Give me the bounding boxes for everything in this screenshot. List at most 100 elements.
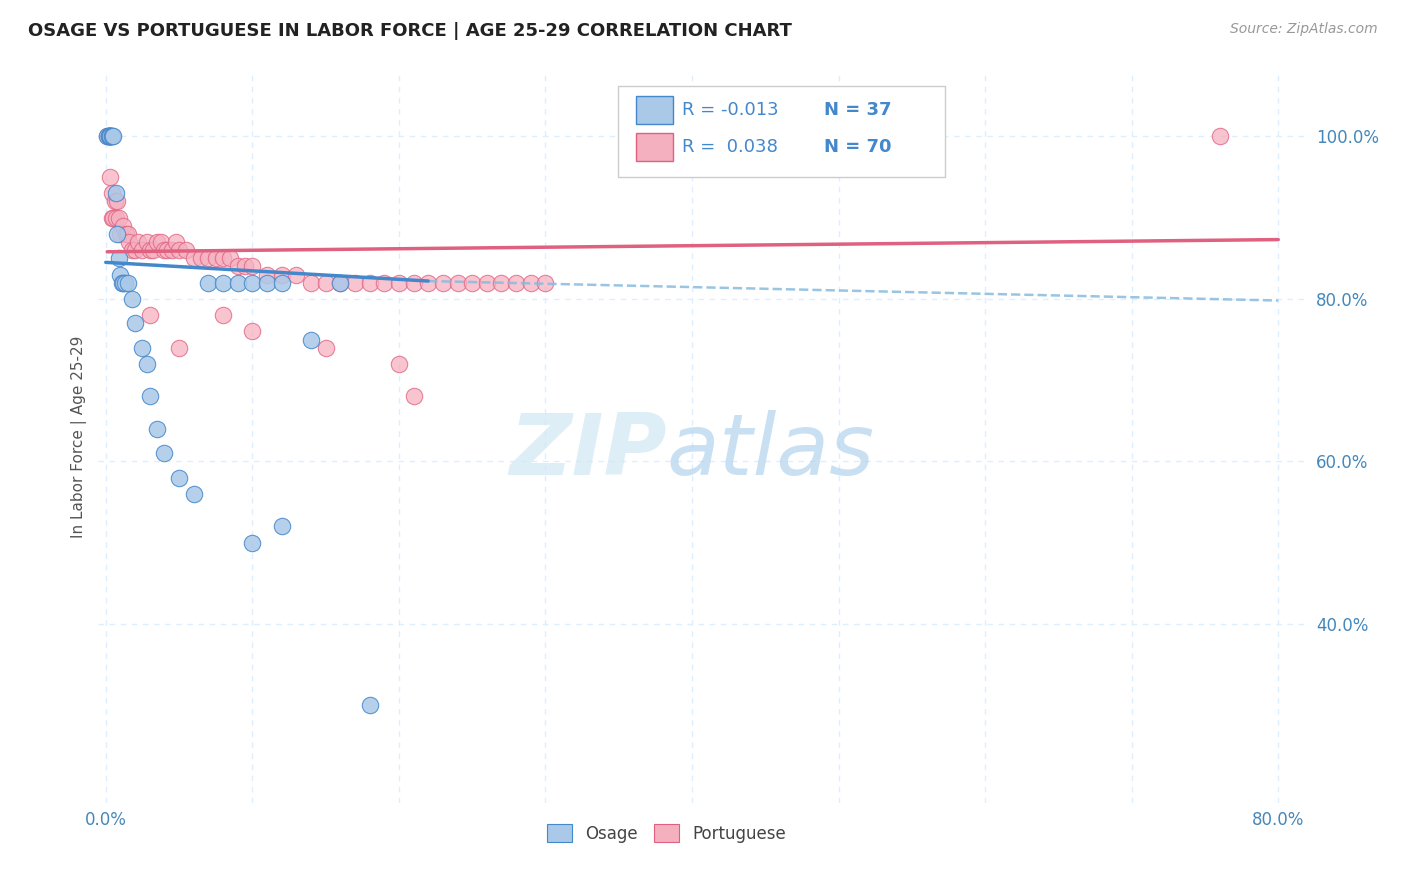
Point (97, 129, 120, 144)
Point (98, 129, 121, 144)
Point (100, 129, 122, 144)
Point (118, 235, 141, 249)
Point (299, 276, 322, 290)
Point (100, 129, 122, 144)
Point (256, 276, 278, 290)
Point (135, 357, 157, 371)
Point (138, 243, 160, 257)
Point (183, 252, 205, 266)
Point (127, 235, 149, 249)
Point (167, 471, 190, 485)
Point (156, 243, 179, 257)
Legend: Osage, Portuguese: Osage, Portuguese (540, 818, 793, 849)
Point (233, 260, 256, 274)
Point (150, 235, 173, 249)
Point (101, 211, 124, 225)
Point (142, 243, 165, 257)
Point (97, 129, 120, 144)
Point (167, 341, 190, 355)
Point (520, 276, 543, 290)
Point (108, 211, 131, 225)
Point (98, 129, 121, 144)
Point (112, 276, 135, 290)
Point (121, 292, 143, 306)
Point (96, 129, 118, 144)
Point (388, 357, 411, 371)
Point (112, 219, 135, 233)
Point (98, 129, 121, 144)
Point (97, 129, 120, 144)
Text: ZIP: ZIP (509, 410, 666, 493)
Point (212, 308, 235, 322)
Point (197, 276, 219, 290)
Point (270, 276, 292, 290)
Point (105, 186, 128, 201)
Point (100, 211, 122, 225)
Point (359, 698, 381, 713)
Point (160, 243, 183, 257)
Point (146, 422, 169, 436)
Point (183, 487, 205, 501)
Text: atlas: atlas (666, 410, 875, 493)
Point (212, 276, 235, 290)
Text: OSAGE VS PORTUGUESE IN LABOR FORCE | AGE 25-29 CORRELATION CHART: OSAGE VS PORTUGUESE IN LABOR FORCE | AGE… (28, 22, 792, 40)
Point (146, 235, 169, 249)
Point (432, 276, 454, 290)
Text: N = 70: N = 70 (824, 137, 891, 156)
Point (491, 276, 513, 290)
Point (534, 276, 557, 290)
Point (110, 227, 132, 241)
Point (107, 227, 129, 241)
Point (96, 129, 118, 144)
Point (98, 169, 121, 184)
Point (373, 276, 395, 290)
Point (124, 243, 146, 257)
Point (240, 325, 263, 339)
Point (131, 341, 153, 355)
Point (418, 276, 440, 290)
Point (138, 389, 160, 403)
Point (100, 186, 122, 201)
Point (240, 535, 263, 549)
Point (212, 252, 235, 266)
Point (388, 276, 411, 290)
Point (299, 333, 322, 347)
Point (101, 129, 124, 144)
Point (343, 276, 366, 290)
Point (111, 276, 134, 290)
Point (505, 276, 527, 290)
Point (114, 276, 136, 290)
Y-axis label: In Labor Force | Age 25-29: In Labor Force | Age 25-29 (70, 336, 87, 538)
Point (461, 276, 484, 290)
Point (270, 519, 292, 533)
Point (1208, 129, 1230, 144)
Point (240, 260, 263, 274)
Point (153, 243, 176, 257)
Point (105, 211, 128, 225)
Text: R = -0.013: R = -0.013 (682, 101, 779, 120)
Bar (637, 96, 672, 124)
Point (98, 129, 121, 144)
Point (240, 276, 263, 290)
Point (131, 243, 153, 257)
Point (117, 227, 139, 241)
Point (219, 252, 242, 266)
Point (117, 276, 139, 290)
Point (103, 194, 125, 209)
Point (108, 252, 131, 266)
Point (197, 252, 219, 266)
FancyBboxPatch shape (619, 86, 945, 178)
Text: N = 37: N = 37 (824, 101, 891, 120)
Point (110, 268, 132, 282)
Bar (637, 133, 672, 161)
Point (475, 276, 498, 290)
Point (402, 389, 425, 403)
Text: R =  0.038: R = 0.038 (682, 137, 779, 156)
Point (226, 276, 249, 290)
Point (138, 308, 160, 322)
Point (115, 227, 138, 241)
Point (135, 235, 157, 249)
Point (446, 276, 468, 290)
Text: Source: ZipAtlas.com: Source: ZipAtlas.com (1230, 22, 1378, 37)
Point (124, 316, 146, 330)
